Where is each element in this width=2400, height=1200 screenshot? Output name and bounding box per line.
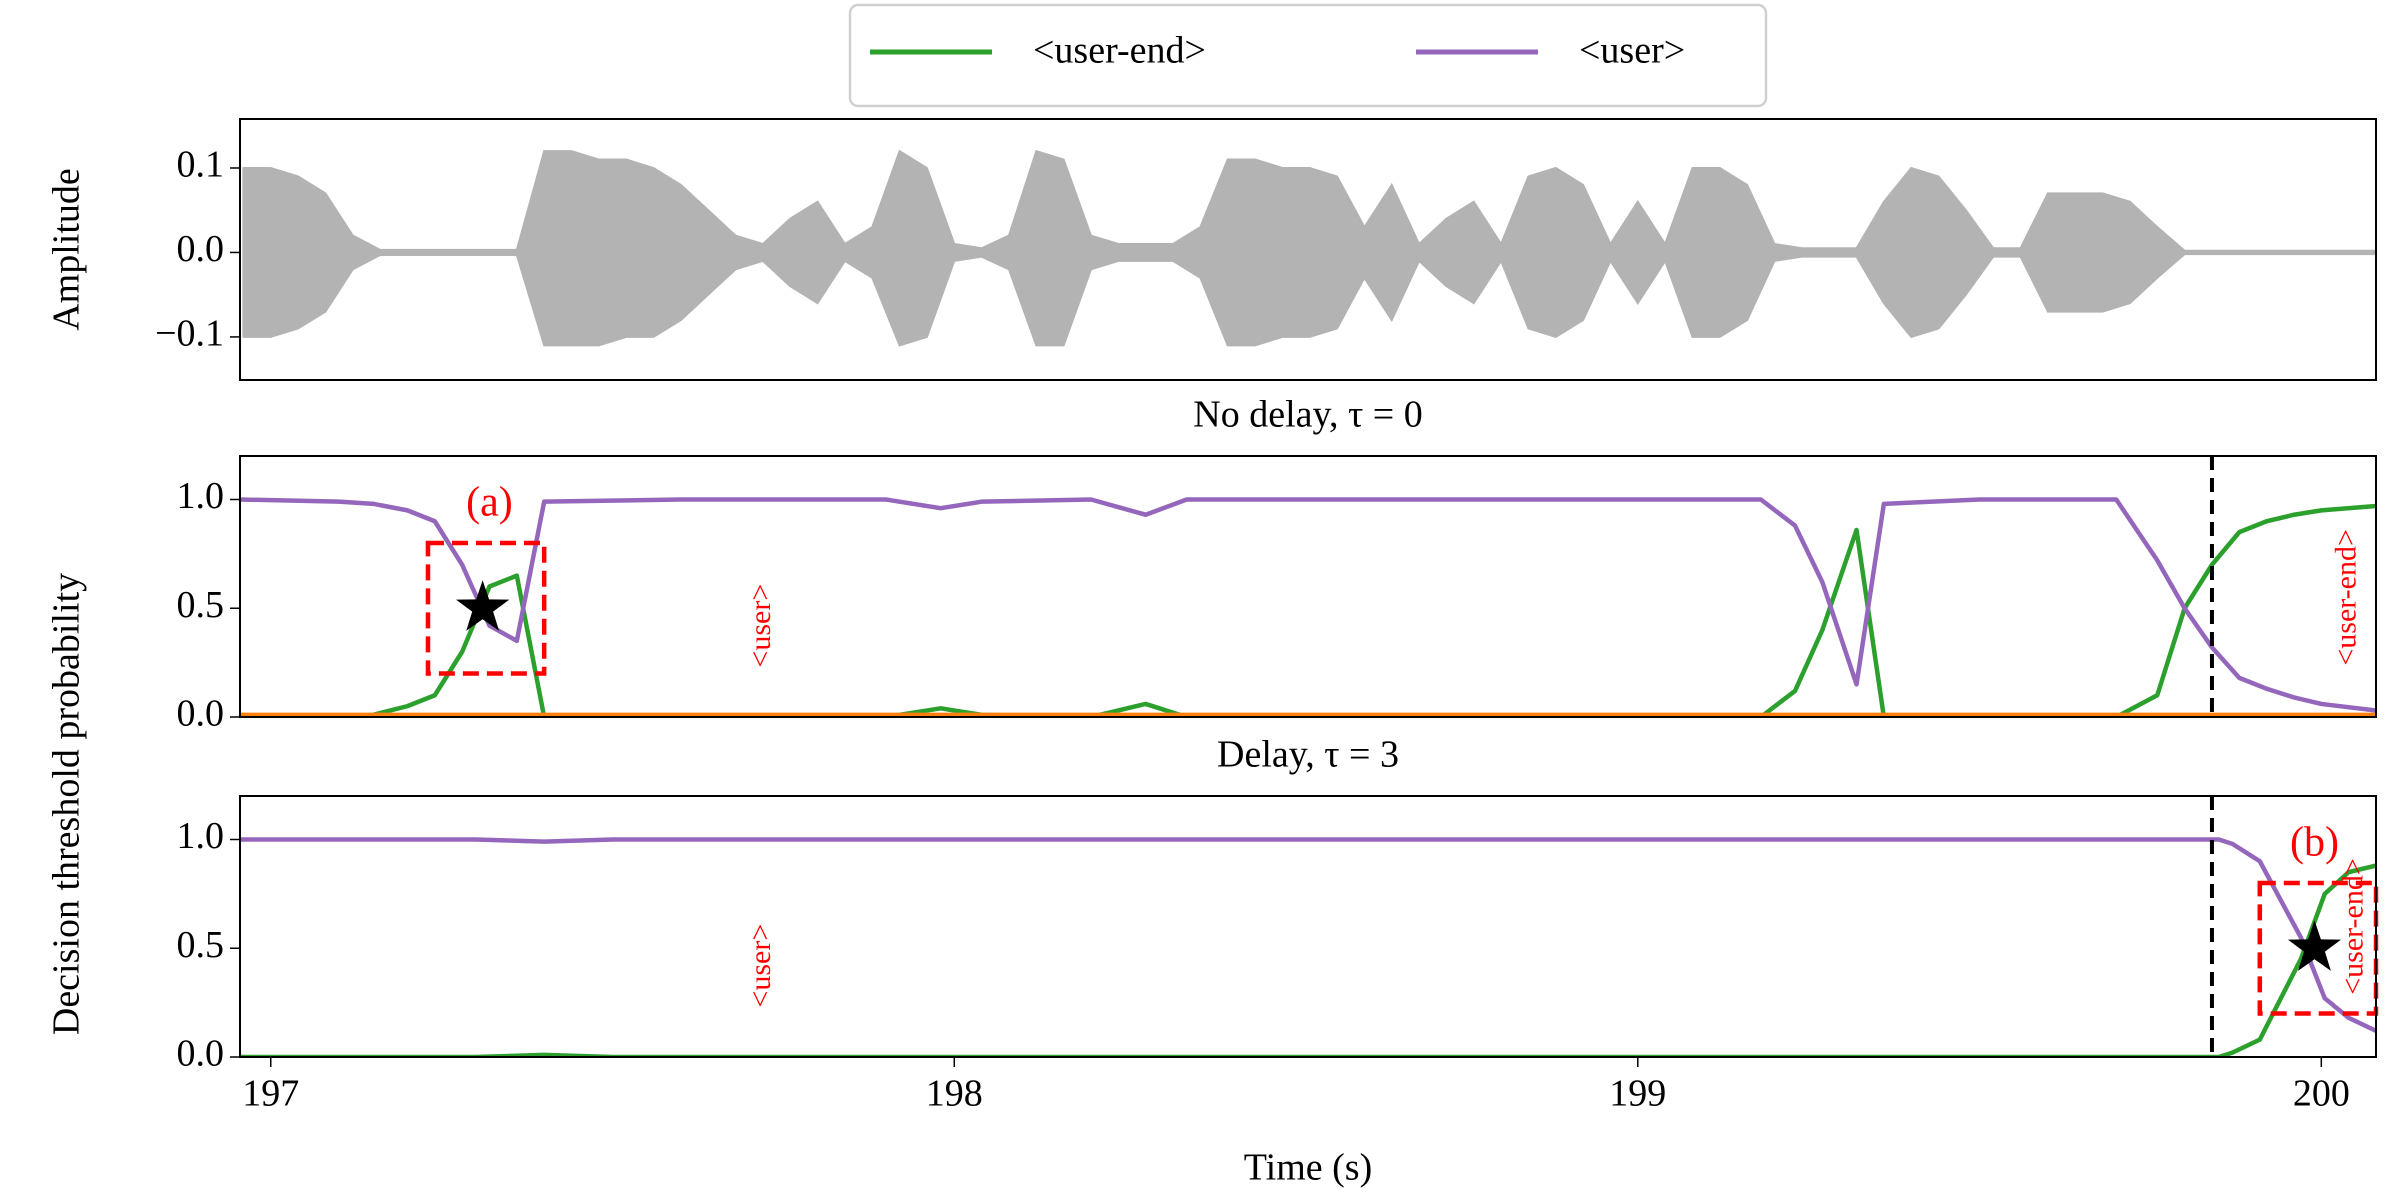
annotation: <user> <box>744 924 777 1008</box>
series-line <box>240 837 2376 1033</box>
y-tick-label: 0.5 <box>177 584 225 626</box>
highlight-box <box>425 540 547 676</box>
axes-frame <box>239 118 2377 381</box>
annotation: (b) <box>2290 820 2339 866</box>
legend-box <box>848 3 1768 108</box>
annotation: <user-end> <box>2336 858 2369 995</box>
y-tick-label: 0.5 <box>177 924 225 966</box>
y-tick-label: 1.0 <box>177 475 225 517</box>
waveform <box>242 251 2376 347</box>
star-marker <box>456 580 510 631</box>
star-marker <box>2287 920 2342 971</box>
series-line <box>240 497 2376 713</box>
series-line <box>240 503 2376 717</box>
legend-label: <user> <box>1579 30 1685 72</box>
y-axis-label: Amplitude <box>46 168 88 331</box>
plot-area <box>240 456 2376 717</box>
waveform <box>242 149 2376 254</box>
y-axis-label: Decision threshold probability <box>46 573 88 1035</box>
axes-frame <box>239 455 2377 718</box>
x-tick-label: 197 <box>242 1073 299 1115</box>
y-tick-label: 0.1 <box>177 144 225 186</box>
y-tick-label: 0.0 <box>177 1033 225 1075</box>
y-tick-label: 0.0 <box>177 228 225 270</box>
annotation: <user> <box>744 584 777 668</box>
axes-frame <box>239 795 2377 1058</box>
series-line <box>240 863 2376 1057</box>
annotation: <user-end> <box>2330 529 2363 666</box>
y-tick-label: −0.1 <box>155 313 224 355</box>
x-axis-label: Time (s) <box>1244 1147 1372 1189</box>
plot-area <box>242 149 2376 347</box>
subplot-title: No delay, τ = 0 <box>1193 394 1422 436</box>
y-tick-label: 1.0 <box>177 815 225 857</box>
annotation: (a) <box>466 480 513 526</box>
x-tick-label: 198 <box>926 1073 983 1115</box>
plot-area <box>240 796 2376 1057</box>
legend-label: <user-end> <box>1033 30 1206 72</box>
subplot-title: Delay, τ = 3 <box>1217 734 1399 776</box>
y-tick-label: 0.0 <box>177 693 225 735</box>
x-tick-label: 200 <box>2293 1073 2350 1115</box>
x-tick-label: 199 <box>1609 1073 1666 1115</box>
